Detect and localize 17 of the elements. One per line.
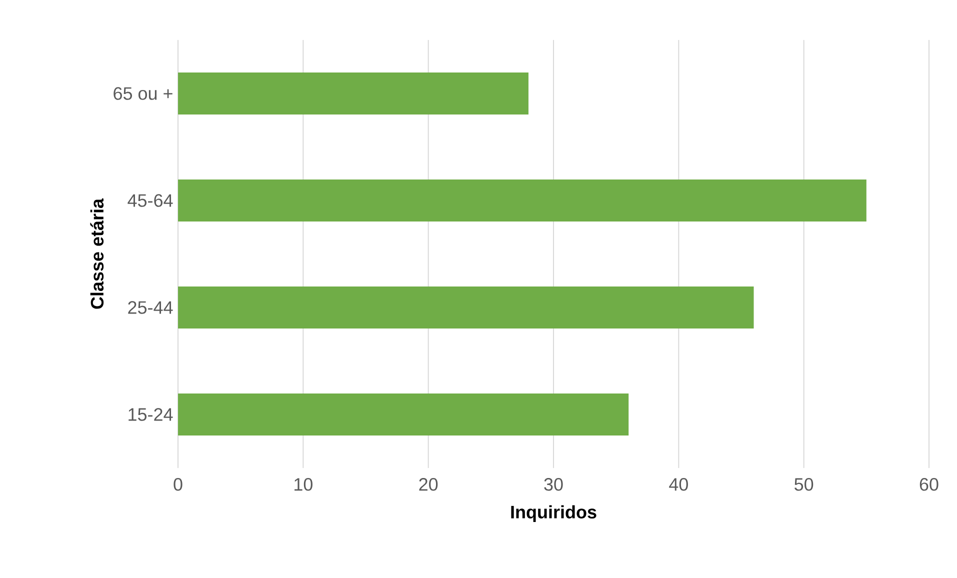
y-axis-title: Classe etária — [90, 198, 104, 309]
bar — [178, 180, 866, 222]
bar — [178, 286, 754, 328]
y-tick-label: 25-44 — [128, 301, 173, 314]
y-tick-label: 15-24 — [128, 408, 173, 421]
x-tick-label: 50 — [794, 478, 814, 491]
x-tick-label: 20 — [419, 478, 438, 491]
x-tick-label: 30 — [544, 478, 563, 491]
y-tick-label: 45-64 — [128, 194, 173, 207]
bar — [178, 72, 528, 115]
x-tick-label: 60 — [920, 478, 938, 491]
bar — [178, 393, 629, 436]
x-tick-label: 40 — [669, 478, 688, 491]
x-tick-label: 10 — [294, 478, 312, 491]
x-axis-title: Inquiridos — [511, 505, 596, 522]
y-tick-label: 65 ou + — [114, 87, 172, 100]
x-tick-label: 0 — [174, 478, 182, 491]
